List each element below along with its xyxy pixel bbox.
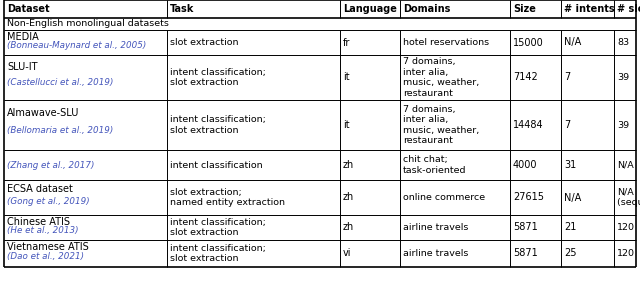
Text: vi: vi xyxy=(343,249,351,259)
Text: N/A
(sequence tags): N/A (sequence tags) xyxy=(617,188,640,207)
Text: (Gong et al., 2019): (Gong et al., 2019) xyxy=(7,197,90,205)
Text: (He et al., 2013): (He et al., 2013) xyxy=(7,226,79,234)
Text: 31: 31 xyxy=(564,160,576,170)
Text: Vietnamese ATIS: Vietnamese ATIS xyxy=(7,242,89,252)
Text: 4000: 4000 xyxy=(513,160,538,170)
Text: 83: 83 xyxy=(617,38,629,47)
Text: zh: zh xyxy=(343,160,355,170)
Text: N/A: N/A xyxy=(617,160,634,170)
Text: airline travels: airline travels xyxy=(403,249,468,258)
Text: airline travels: airline travels xyxy=(403,223,468,232)
Text: zh: zh xyxy=(343,222,355,232)
Text: MEDIA: MEDIA xyxy=(7,32,39,42)
Text: intent classification;
slot extraction: intent classification; slot extraction xyxy=(170,68,266,87)
Text: 27615: 27615 xyxy=(513,193,544,203)
Text: 39: 39 xyxy=(617,121,629,129)
Text: Domains: Domains xyxy=(403,4,451,14)
Text: # slots: # slots xyxy=(617,4,640,14)
Text: 120: 120 xyxy=(617,249,635,258)
Text: 7: 7 xyxy=(564,73,570,82)
Text: SLU-IT: SLU-IT xyxy=(7,62,38,72)
Text: Size: Size xyxy=(513,4,536,14)
Text: (Bonneau-Maynard et al., 2005): (Bonneau-Maynard et al., 2005) xyxy=(7,40,147,49)
Text: 7 domains,
inter alia,
music, weather,
restaurant: 7 domains, inter alia, music, weather, r… xyxy=(403,105,479,145)
Text: 7: 7 xyxy=(564,120,570,130)
Text: ECSA dataset: ECSA dataset xyxy=(7,185,73,195)
Text: it: it xyxy=(343,120,349,130)
Text: intent classification: intent classification xyxy=(170,160,262,170)
Text: hotel reservations: hotel reservations xyxy=(403,38,489,47)
Text: 7 domains,
inter alia,
music, weather,
restaurant: 7 domains, inter alia, music, weather, r… xyxy=(403,57,479,98)
Text: (Bellomaria et al., 2019): (Bellomaria et al., 2019) xyxy=(7,125,113,135)
Text: 39: 39 xyxy=(617,73,629,82)
Text: Task: Task xyxy=(170,4,195,14)
Text: Dataset: Dataset xyxy=(7,4,50,14)
Text: (Castellucci et al., 2019): (Castellucci et al., 2019) xyxy=(7,77,113,86)
Text: slot extraction: slot extraction xyxy=(170,38,239,47)
Text: intent classification;
slot extraction: intent classification; slot extraction xyxy=(170,115,266,135)
Text: 21: 21 xyxy=(564,222,577,232)
Text: zh: zh xyxy=(343,193,355,203)
Text: # intents: # intents xyxy=(564,4,614,14)
Text: 5871: 5871 xyxy=(513,249,538,259)
Text: intent classification;
slot extraction: intent classification; slot extraction xyxy=(170,218,266,237)
Text: intent classification;
slot extraction: intent classification; slot extraction xyxy=(170,244,266,263)
Text: 7142: 7142 xyxy=(513,73,538,82)
Text: Non-English monolingual datasets: Non-English monolingual datasets xyxy=(7,20,169,28)
Text: chit chat;
task-oriented: chit chat; task-oriented xyxy=(403,155,467,175)
Text: it: it xyxy=(343,73,349,82)
Text: 15000: 15000 xyxy=(513,38,544,48)
Text: 25: 25 xyxy=(564,249,577,259)
Text: 5871: 5871 xyxy=(513,222,538,232)
Text: (Zhang et al., 2017): (Zhang et al., 2017) xyxy=(7,160,94,170)
Text: 120: 120 xyxy=(617,223,635,232)
Text: 14484: 14484 xyxy=(513,120,543,130)
Text: N/A: N/A xyxy=(564,38,581,48)
Text: N/A: N/A xyxy=(564,193,581,203)
Text: online commerce: online commerce xyxy=(403,193,485,202)
Text: fr: fr xyxy=(343,38,350,48)
Text: slot extraction;
named entity extraction: slot extraction; named entity extraction xyxy=(170,188,285,207)
Text: Chinese ATIS: Chinese ATIS xyxy=(7,217,70,227)
Text: Almawave-SLU: Almawave-SLU xyxy=(7,108,79,119)
Text: Language: Language xyxy=(343,4,397,14)
Text: (Dao et al., 2021): (Dao et al., 2021) xyxy=(7,252,84,261)
